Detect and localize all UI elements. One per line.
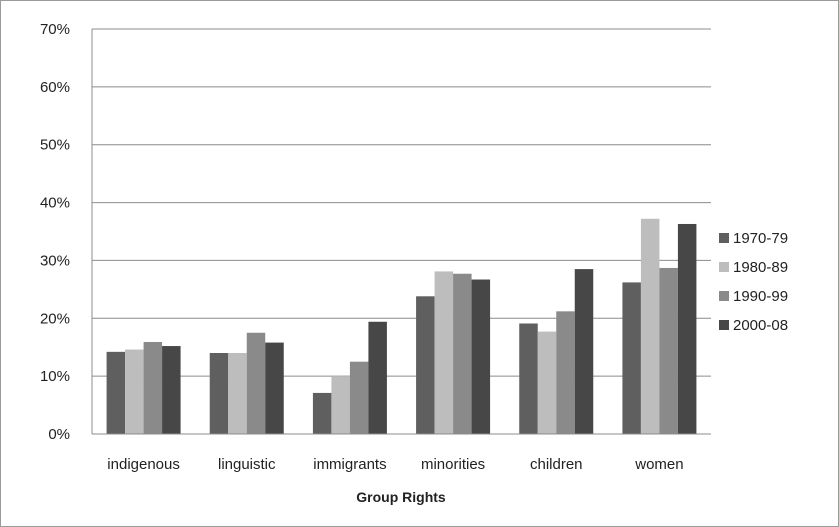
bar-children-1980-89 — [537, 331, 557, 434]
bar-women-2000-08 — [677, 223, 697, 434]
legend-label: 1970-79 — [733, 230, 788, 247]
y-tick-label: 50% — [40, 137, 70, 154]
y-tick-label: 10% — [40, 368, 70, 385]
legend: 1970-79 1980-89 1990-99 2000-08 — [719, 230, 788, 334]
y-tick-label: 40% — [40, 195, 70, 212]
legend-swatch-1980-89 — [719, 262, 729, 272]
bar-children-1990-99 — [556, 311, 575, 434]
bar-minorities-1980-89 — [434, 271, 454, 434]
x-axis-categories: indigenous linguistic immigrants minorities… — [107, 456, 683, 473]
x-axis-title: Group Rights — [356, 489, 446, 505]
bar-linguistic-1970-79 — [209, 353, 229, 434]
bar-indigenous-1970-79 — [106, 351, 126, 434]
bar-women-1980-89 — [640, 218, 660, 434]
bar-immigrants-2000-08 — [368, 321, 387, 434]
legend-label: 1990-99 — [733, 288, 788, 305]
bar-indigenous-1990-99 — [143, 342, 163, 434]
bar-indigenous-2000-08 — [162, 346, 181, 434]
category-label: women — [634, 456, 683, 473]
bar-minorities-1970-79 — [416, 296, 435, 434]
category-label: linguistic — [218, 456, 276, 473]
gridlines — [92, 28, 711, 377]
y-axis-ticks: 0% 10% 20% 30% 40% 50% 60% 70% — [40, 21, 70, 443]
bar-linguistic-1980-89 — [228, 353, 247, 434]
bar-children-1970-79 — [519, 323, 538, 434]
category-label: minorities — [421, 456, 485, 473]
legend-swatch-1990-99 — [719, 291, 729, 301]
y-tick-label: 70% — [40, 21, 70, 38]
bar-indigenous-1980-89 — [125, 349, 144, 434]
bar-linguistic-2000-08 — [265, 342, 284, 434]
bar-minorities-2000-08 — [471, 279, 491, 434]
bar-immigrants-1990-99 — [349, 361, 369, 434]
bars — [106, 218, 697, 434]
bar-women-1970-79 — [622, 282, 641, 434]
y-tick-label: 20% — [40, 310, 70, 327]
y-tick-label: 30% — [40, 252, 70, 269]
legend-label: 2000-08 — [733, 317, 788, 334]
y-tick-label: 0% — [48, 426, 70, 443]
legend-swatch-1970-79 — [719, 233, 729, 243]
bar-minorities-1990-99 — [453, 273, 472, 434]
bar-children-2000-08 — [574, 269, 594, 434]
bar-women-1990-99 — [659, 267, 678, 434]
bar-immigrants-1980-89 — [331, 376, 350, 434]
y-tick-label: 60% — [40, 79, 70, 96]
bar-linguistic-1990-99 — [246, 332, 266, 434]
category-label: children — [530, 456, 583, 473]
category-label: immigrants — [313, 456, 386, 473]
axes — [91, 29, 711, 435]
legend-label: 1980-89 — [733, 259, 788, 276]
bar-immigrants-1970-79 — [312, 392, 332, 434]
category-label: indigenous — [107, 456, 180, 473]
legend-swatch-2000-08 — [719, 320, 729, 330]
